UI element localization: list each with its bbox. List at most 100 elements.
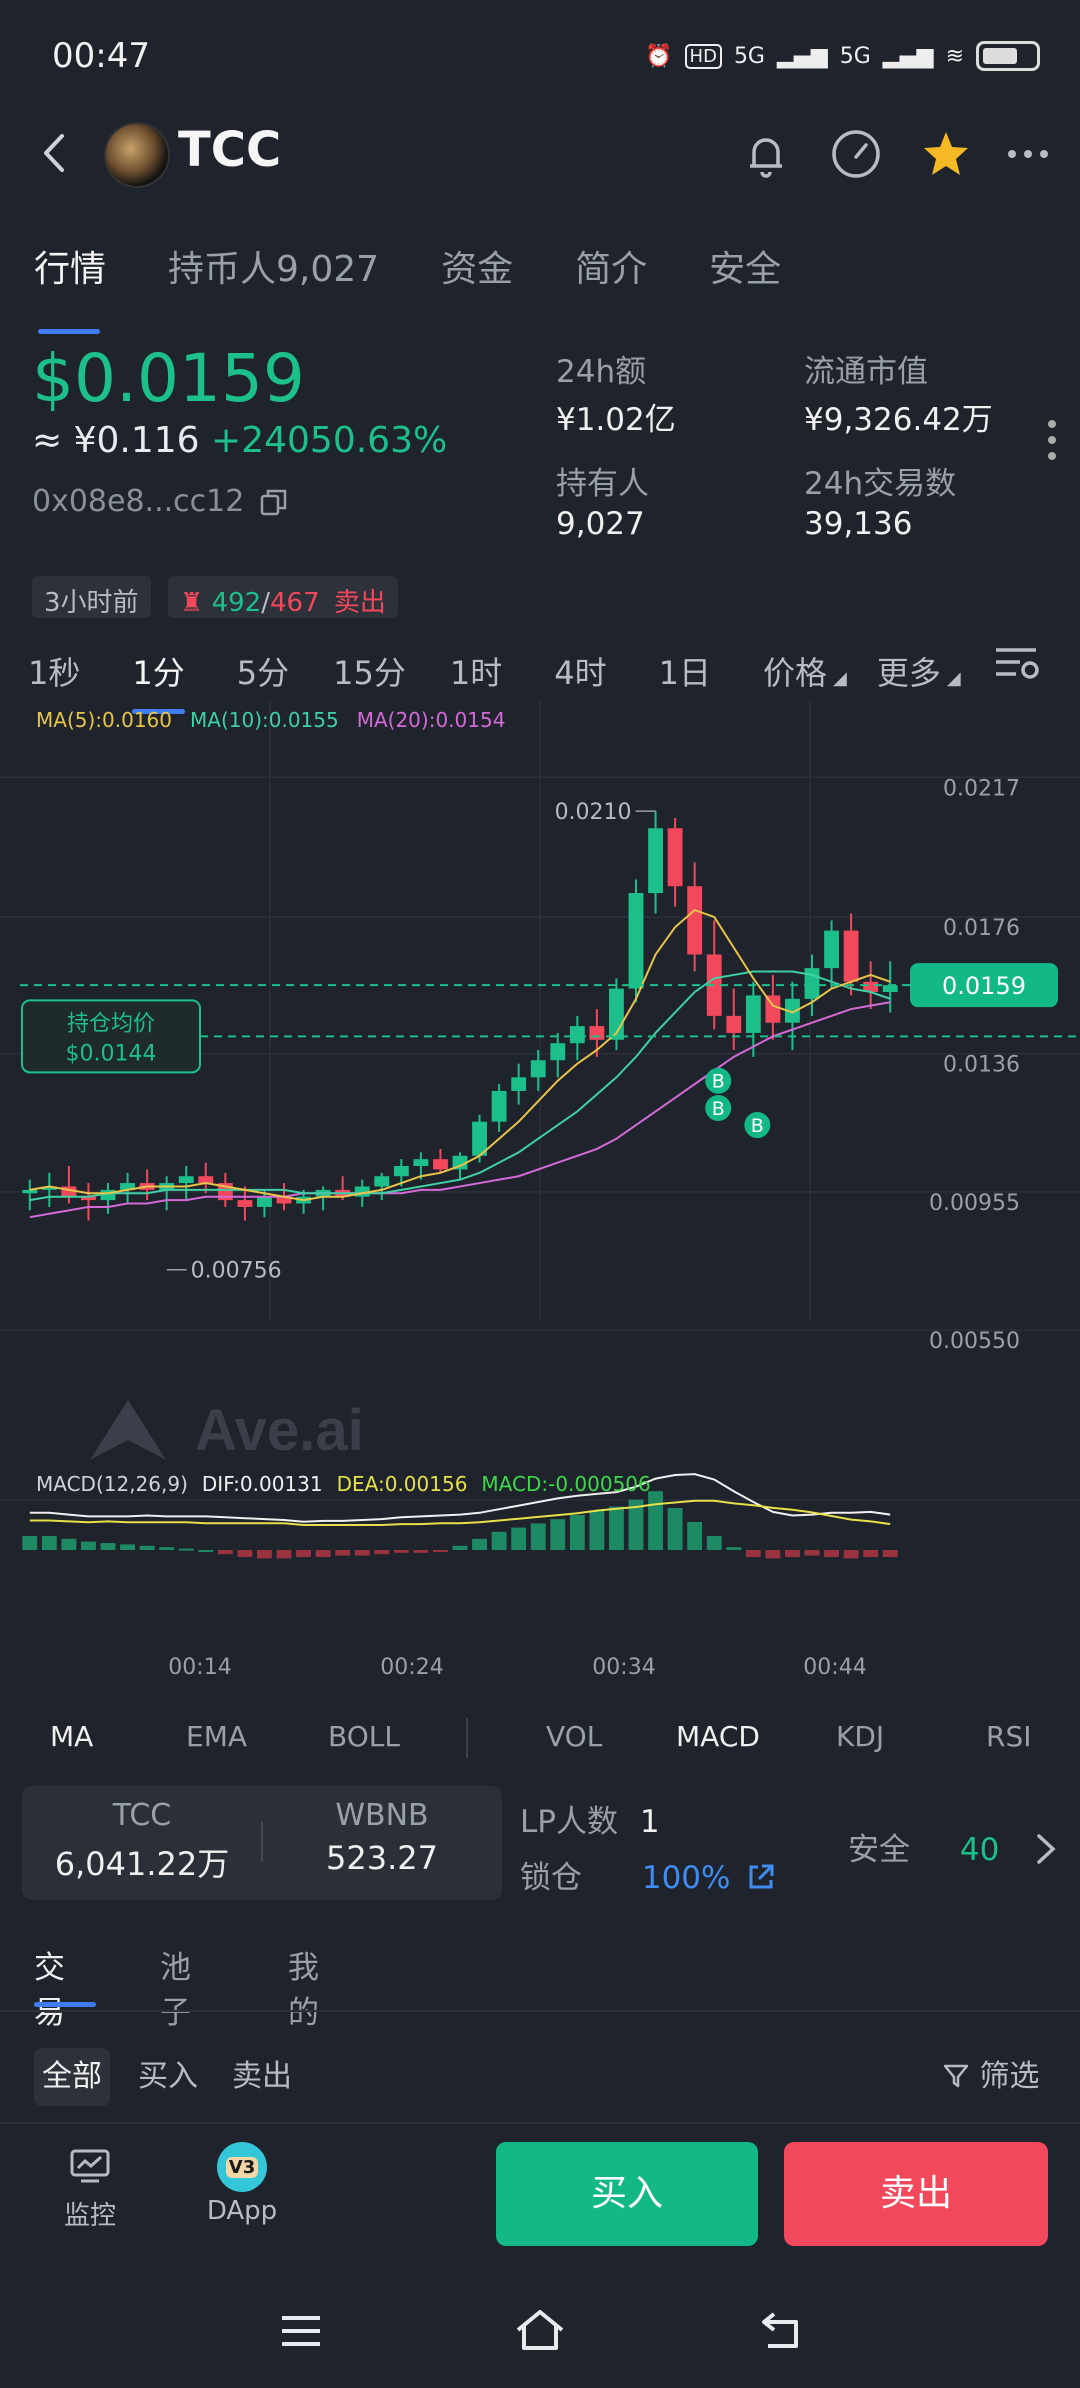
macd-bar (413, 1550, 429, 1553)
liq-pair-name: WBNB (335, 1798, 429, 1833)
ind-kdj[interactable]: KDJ (836, 1720, 885, 1753)
ind-vol[interactable]: VOL (546, 1720, 603, 1753)
more-icon[interactable] (1000, 126, 1056, 182)
tf-5m[interactable]: 5分 (236, 654, 290, 692)
lock-row[interactable]: 锁仓 100% (520, 1852, 776, 1897)
liq-token: TCC 6,041.22万 (22, 1798, 262, 1885)
mcap-label: 流通市值 (804, 354, 928, 390)
dapp-icon: V3 (217, 2142, 267, 2192)
safety-score[interactable]: 安全 40 (848, 1824, 1061, 1869)
candle-body (452, 1155, 468, 1170)
star-icon[interactable] (918, 126, 974, 182)
macd-bar (393, 1550, 409, 1553)
filter-buy[interactable]: 买入 (138, 2059, 198, 2094)
tab-security[interactable]: 安全 (709, 249, 782, 290)
y-tick-label: 0.0217 (943, 776, 1020, 801)
main-tabs: 行情 持币人9,027 资金 简介 安全 (34, 240, 843, 334)
candle-body (41, 1186, 57, 1190)
buy-count: 492 (211, 588, 262, 618)
return-icon[interactable] (756, 2308, 806, 2354)
tab-trades[interactable]: 交易 (34, 1950, 65, 2031)
buy-button[interactable]: 买入 (496, 2142, 758, 2246)
ind-boll[interactable]: BOLL (328, 1720, 400, 1753)
tf-more[interactable]: 更多 ◢ (877, 648, 961, 694)
stats-more-icon[interactable] (1048, 420, 1058, 468)
tab-pool[interactable]: 池子 (160, 1950, 191, 2031)
macd-bar (511, 1527, 527, 1550)
home-icon[interactable] (514, 2308, 564, 2354)
macd-bar (335, 1550, 351, 1556)
candle-body (824, 930, 839, 969)
tab-market[interactable]: 行情 (34, 240, 106, 334)
copy-icon[interactable] (258, 486, 290, 518)
dapp-badge: V3 (225, 2156, 259, 2178)
system-nav (0, 2272, 1080, 2388)
candle-body (843, 930, 859, 982)
sell-chip-label: 卖出 (333, 588, 386, 618)
macd-bar (61, 1538, 77, 1550)
dapp-button[interactable]: V3 DApp (182, 2142, 302, 2226)
ind-macd[interactable]: MACD (676, 1720, 760, 1753)
holders-value: 9,027 (556, 506, 645, 542)
candle-body (100, 1189, 116, 1201)
ind-ema[interactable]: EMA (186, 1720, 248, 1753)
gauge-icon[interactable] (828, 126, 884, 182)
contract-address[interactable]: 0x08e8...cc12 (32, 484, 290, 519)
tf-1m[interactable]: 1分 (132, 648, 186, 714)
candle-body (472, 1121, 487, 1156)
low-label: 0.00756 (191, 1259, 282, 1284)
vol-label: 24h额 (556, 354, 647, 390)
ind-rsi[interactable]: RSI (986, 1720, 1032, 1753)
tf-1s[interactable]: 1秒 (28, 654, 81, 692)
macd-bar (315, 1550, 331, 1557)
tf-1d[interactable]: 1日 (658, 654, 711, 692)
macd-bar (863, 1550, 879, 1557)
candlestick-chart[interactable]: Ave.ai 持仓均价 $0.0144 0.0159 0.0217 0.0176 0.013… (0, 700, 1080, 1690)
filter-label: 筛选 (979, 2059, 1040, 2094)
candle-body (589, 1026, 605, 1040)
candle-body (491, 1090, 507, 1122)
tab-holders[interactable]: 持币人9,027 (168, 249, 380, 290)
chevron-right-icon (1037, 1834, 1056, 1864)
external-link-icon[interactable] (746, 1862, 776, 1892)
tf-price[interactable]: 价格 ◢ (763, 648, 847, 694)
ma10-line (29, 970, 891, 1202)
candle-body (511, 1077, 527, 1091)
high-label: 0.0210 (555, 800, 632, 825)
tf-1h[interactable]: 1时 (449, 654, 503, 692)
bell-icon[interactable] (738, 126, 794, 182)
tf-4h[interactable]: 4时 (554, 654, 607, 692)
avg-cost-box (21, 999, 201, 1074)
y-tick-label: 0.00955 (929, 1191, 1020, 1216)
macd-bar (491, 1531, 507, 1550)
tab-funds[interactable]: 资金 (441, 249, 514, 290)
tf-15m[interactable]: 15分 (333, 654, 406, 692)
chart-settings-icon[interactable] (992, 642, 1042, 690)
vol-value: ¥1.02亿 (556, 402, 676, 438)
tab-intro[interactable]: 简介 (575, 249, 648, 290)
watermark-logo (90, 1400, 166, 1460)
filter-sell[interactable]: 卖出 (232, 2059, 292, 2094)
ind-ma[interactable]: MA (50, 1720, 94, 1753)
menu-icon[interactable] (276, 2308, 326, 2354)
monitor-button[interactable]: 监控 (30, 2148, 150, 2232)
triangle-icon: ◢ (833, 668, 847, 689)
sell-count: 467 (269, 588, 320, 618)
candle-body (354, 1186, 370, 1197)
monitor-icon (70, 2149, 110, 2183)
filter-all[interactable]: 全部 (34, 2048, 110, 2106)
macd-bar (843, 1550, 859, 1559)
filter-button[interactable]: 筛选 (934, 2048, 1048, 2106)
macd-params: MACD(12,26,9) (36, 1472, 188, 1496)
candle-body (863, 981, 879, 992)
back-icon[interactable] (30, 128, 80, 178)
tab-mine[interactable]: 我的 (288, 1950, 319, 2031)
candle-body (550, 1043, 566, 1061)
current-price-text: 0.0159 (942, 972, 1026, 1000)
candle-body (785, 998, 800, 1023)
hd-icon: HD (684, 43, 722, 69)
y-tick-label: 0.00550 (929, 1329, 1020, 1354)
buy-marker-label: B (712, 1098, 725, 1120)
x-tick-label: 00:24 (380, 1655, 443, 1680)
sell-button[interactable]: 卖出 (784, 2142, 1048, 2246)
